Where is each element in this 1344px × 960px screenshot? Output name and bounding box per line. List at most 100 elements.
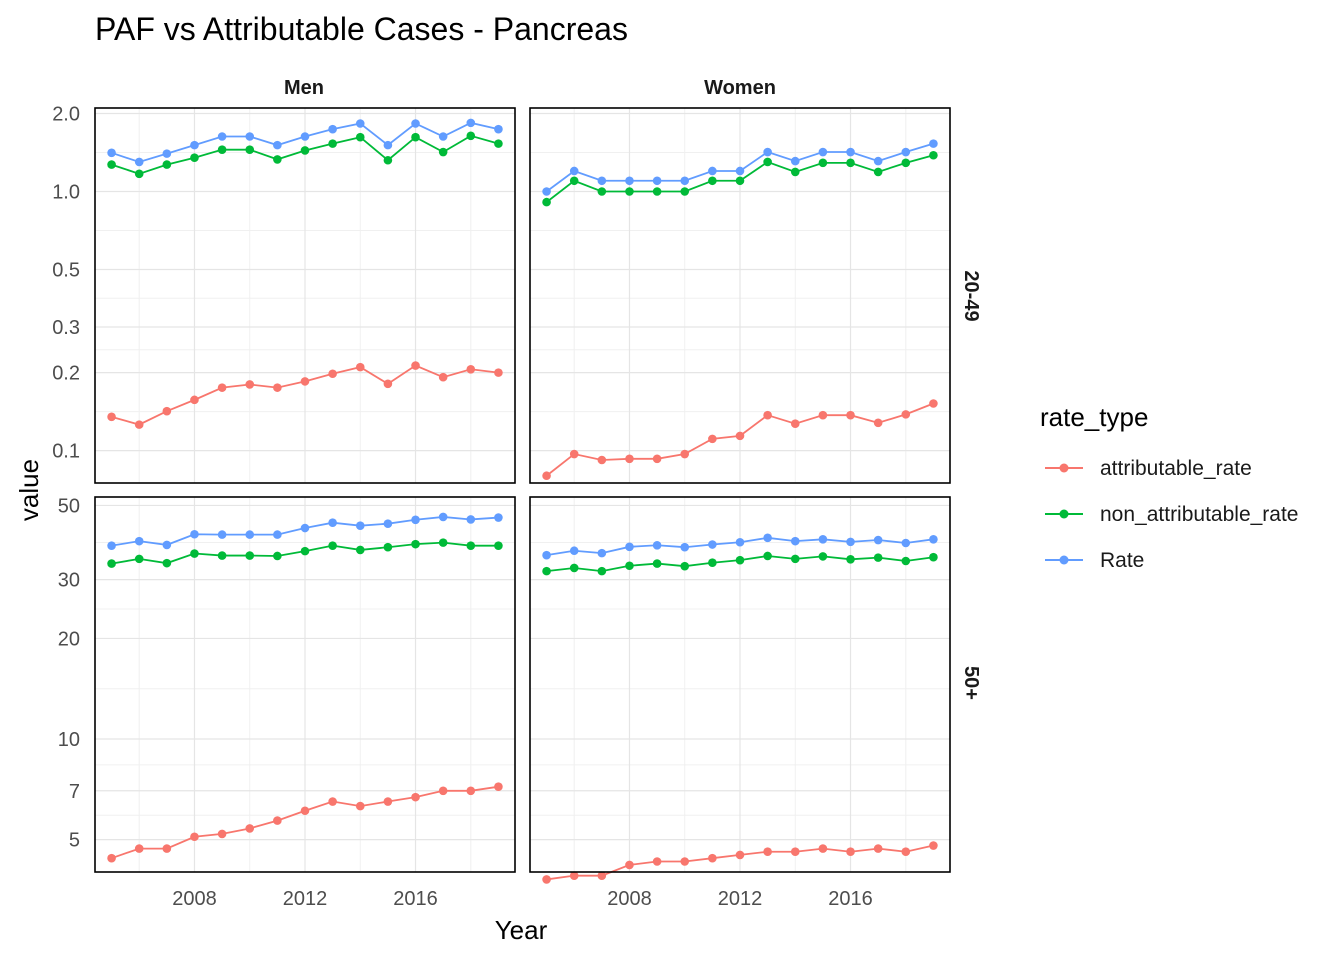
data-point-attributable-rate (597, 871, 607, 880)
y-tick-label: 7 (69, 781, 80, 803)
data-point-attributable-rate (438, 786, 448, 796)
data-point-attributable-rate (763, 847, 772, 857)
data-point-attributable-rate (107, 853, 116, 863)
panel-men-50: 5 7 10 20 30 50 2008 2012 2016 (58, 495, 516, 910)
data-point-non-attributable-rate (901, 556, 911, 566)
data-point-non-attributable-rate (217, 145, 227, 154)
data-point-attributable-rate (569, 871, 579, 880)
y-tick-label: 10 (58, 729, 80, 751)
data-point-rate (708, 540, 717, 549)
data-point-rate (569, 166, 579, 176)
data-point-attributable-rate (355, 362, 365, 372)
data-point-rate (328, 518, 337, 527)
data-point-attributable-rate (300, 806, 310, 816)
y-tick-label: 50 (58, 495, 80, 517)
data-point-attributable-rate (355, 801, 365, 811)
data-point-rate (625, 542, 634, 552)
data-point-attributable-rate (763, 410, 772, 420)
data-point-non-attributable-rate (735, 555, 745, 565)
data-point-attributable-rate (929, 841, 938, 850)
data-point-non-attributable-rate (597, 187, 607, 196)
data-point-attributable-rate (134, 844, 144, 853)
data-point-rate (846, 147, 855, 157)
data-point-rate (328, 124, 337, 134)
data-point-rate (273, 140, 282, 150)
data-point-non-attributable-rate (328, 541, 337, 550)
data-point-attributable-rate (735, 850, 745, 860)
data-point-rate (438, 512, 448, 522)
strip-label-20-49: 20-49 (960, 270, 982, 321)
data-point-attributable-rate (494, 368, 503, 377)
y-tick-label: 0.5 (52, 260, 80, 282)
data-point-rate (411, 515, 420, 525)
data-point-rate (190, 529, 199, 539)
data-point-rate (901, 147, 911, 157)
data-point-attributable-rate (162, 406, 172, 416)
data-point-attributable-rate (162, 844, 172, 853)
data-point-non-attributable-rate (680, 561, 690, 571)
data-point-non-attributable-rate (411, 132, 420, 142)
data-point-non-attributable-rate (846, 158, 855, 168)
data-point-non-attributable-rate (818, 552, 828, 561)
data-point-non-attributable-rate (134, 554, 144, 564)
data-point-attributable-rate (569, 449, 579, 459)
data-point-rate (680, 176, 690, 186)
data-point-rate (652, 540, 662, 550)
data-point-attributable-rate (217, 829, 227, 839)
data-point-non-attributable-rate (217, 551, 227, 560)
data-point-rate (929, 139, 938, 148)
data-point-rate (273, 530, 282, 539)
legend-label-attributable-rate: attributable_rate (1100, 457, 1252, 480)
legend-title: rate_type (1040, 402, 1148, 432)
data-point-non-attributable-rate (300, 546, 310, 556)
data-point-attributable-rate (901, 410, 911, 419)
data-point-attributable-rate (680, 449, 690, 459)
data-point-non-attributable-rate (245, 551, 255, 560)
data-point-attributable-rate (790, 419, 800, 429)
data-point-non-attributable-rate (383, 155, 393, 165)
data-point-attributable-rate (217, 383, 227, 392)
data-point-non-attributable-rate (708, 176, 717, 186)
data-point-non-attributable-rate (300, 146, 310, 155)
data-point-rate (162, 540, 172, 550)
data-point-rate (190, 140, 199, 150)
x-tick-label: 2016 (828, 888, 873, 910)
data-point-non-attributable-rate (901, 158, 911, 168)
data-point-attributable-rate (680, 857, 690, 866)
legend-key-point (1059, 509, 1069, 519)
legend-key-point (1059, 555, 1069, 565)
legend-label-non-attributable-rate: non_attributable_rate (1100, 503, 1299, 526)
data-point-non-attributable-rate (708, 558, 717, 568)
data-point-rate (569, 546, 579, 556)
panel-men-20-49: 0.1 0.2 0.3 0.5 1.0 2.0 (52, 103, 516, 484)
data-point-attributable-rate (929, 399, 938, 408)
data-point-rate (763, 147, 772, 157)
data-point-non-attributable-rate (438, 538, 448, 547)
data-point-rate (708, 166, 717, 176)
panel-border (94, 107, 516, 484)
data-point-non-attributable-rate (790, 167, 800, 177)
data-point-non-attributable-rate (190, 153, 199, 163)
data-point-non-attributable-rate (273, 155, 282, 164)
data-point-rate (494, 513, 503, 522)
data-point-attributable-rate (652, 454, 662, 464)
data-point-non-attributable-rate (763, 551, 772, 561)
data-point-non-attributable-rate (466, 131, 476, 141)
data-point-attributable-rate (273, 816, 282, 825)
data-point-rate (818, 147, 828, 157)
data-point-attributable-rate (625, 454, 634, 464)
data-point-attributable-rate (735, 431, 745, 441)
data-point-attributable-rate (542, 875, 551, 884)
panel-border (529, 107, 951, 484)
data-point-rate (383, 519, 393, 528)
data-point-non-attributable-rate (569, 563, 579, 573)
data-point-non-attributable-rate (652, 187, 662, 196)
legend: rate_type attributable_rate non_attribut… (1040, 402, 1299, 572)
data-point-attributable-rate (625, 860, 634, 870)
y-tick-label: 2.0 (52, 103, 80, 125)
data-point-rate (652, 176, 662, 186)
data-point-rate (355, 521, 365, 530)
data-point-rate (846, 537, 855, 547)
data-point-rate (134, 157, 144, 167)
